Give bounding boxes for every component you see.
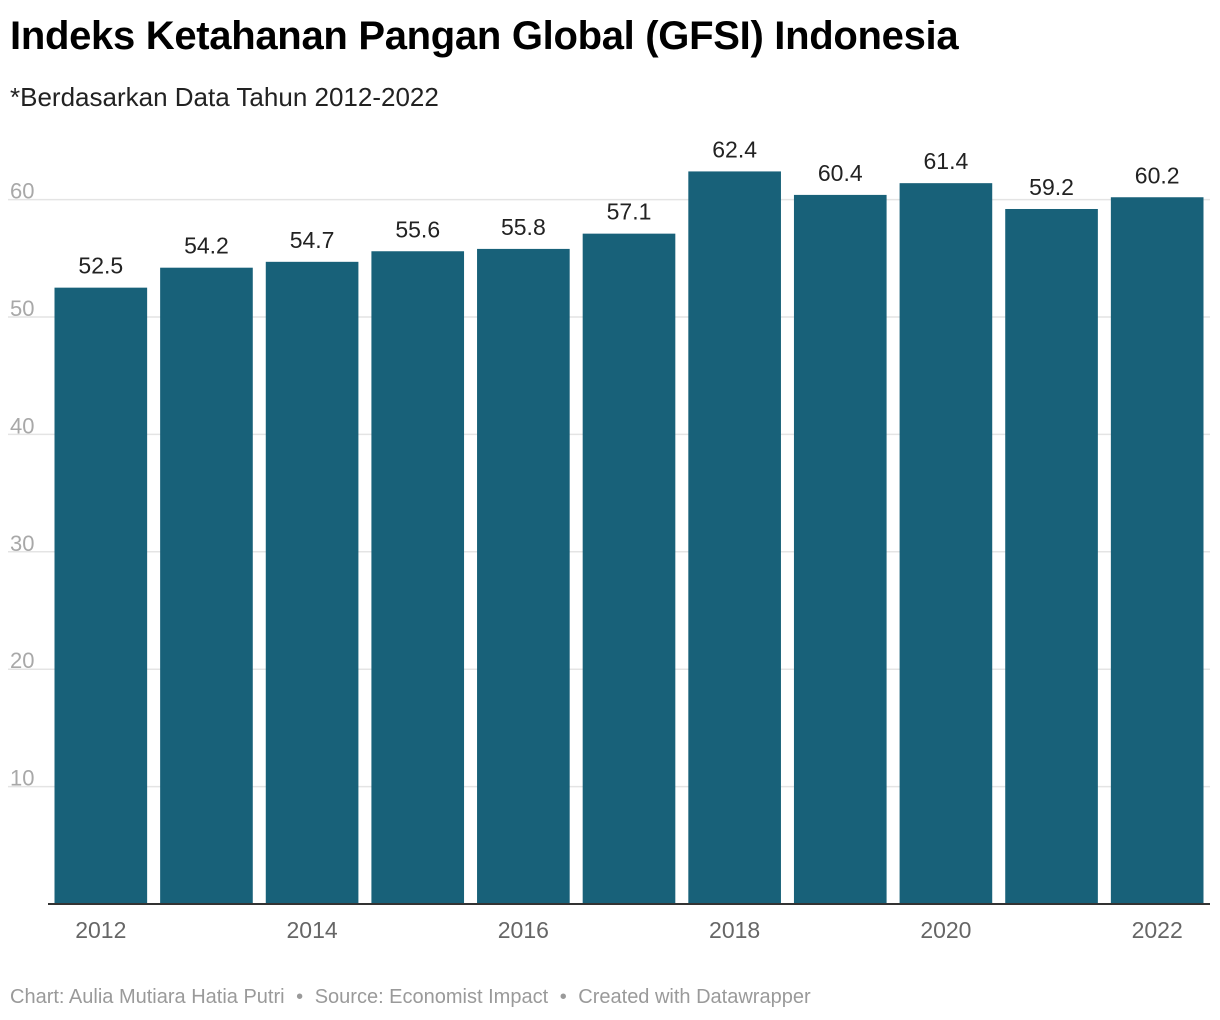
x-tick-label: 2012 bbox=[75, 917, 126, 943]
bar bbox=[1005, 208, 1098, 904]
data-label: 57.1 bbox=[607, 199, 652, 225]
chart-credit: Chart: Aulia Mutiara Hatia Putri bbox=[10, 986, 285, 1008]
data-label: 62.4 bbox=[712, 136, 757, 162]
chart-title: Indeks Ketahanan Pangan Global (GFSI) In… bbox=[10, 14, 959, 58]
bar bbox=[54, 287, 148, 904]
data-label: 60.4 bbox=[818, 160, 863, 186]
bars bbox=[54, 171, 1204, 905]
x-tick-label: 2020 bbox=[920, 917, 971, 943]
data-label: 55.8 bbox=[501, 214, 546, 240]
bar bbox=[793, 194, 887, 905]
bar bbox=[582, 233, 676, 904]
x-tick-label: 2018 bbox=[709, 917, 760, 943]
bar bbox=[160, 267, 253, 904]
bar bbox=[1110, 197, 1204, 904]
data-label: 52.5 bbox=[78, 253, 123, 279]
data-label: 60.2 bbox=[1135, 162, 1180, 188]
y-tick-label: 60 bbox=[10, 179, 34, 204]
bar bbox=[688, 171, 781, 904]
y-tick-label: 30 bbox=[10, 531, 34, 556]
bar bbox=[371, 251, 465, 905]
bar-chart: 52.5 54.2 54.7 55.6 55.8 57.1 62.4 60.4 61.4 59.2… bbox=[8, 136, 1210, 943]
chart-source: Source: Economist Impact bbox=[314, 986, 549, 1008]
data-labels: 52.5 54.2 54.7 55.6 55.8 57.1 62.4 60.4 61.4 59.2… bbox=[78, 136, 1179, 278]
bar bbox=[899, 183, 993, 904]
chart-footer: Chart: Aulia Mutiara Hatia Putri • Sourc… bbox=[10, 984, 811, 1010]
x-tick-label: 2014 bbox=[287, 917, 338, 943]
data-label: 54.2 bbox=[184, 233, 229, 259]
y-tick-label: 20 bbox=[10, 648, 34, 673]
y-tick-label: 10 bbox=[10, 766, 34, 791]
footer-separator: • bbox=[296, 986, 304, 1008]
y-tick-label: 50 bbox=[10, 296, 34, 321]
created-with: Created with Datawrapper bbox=[578, 986, 811, 1008]
data-label: 54.7 bbox=[290, 227, 335, 253]
data-label: 59.2 bbox=[1029, 174, 1074, 200]
footer-separator: • bbox=[559, 986, 567, 1008]
x-tick-label: 2016 bbox=[498, 917, 549, 943]
axes: 10 20 30 40 50 60 2012 2014 2016 2018 2020 2022 bbox=[10, 179, 1210, 943]
bar bbox=[265, 261, 359, 904]
data-label: 55.6 bbox=[395, 216, 440, 242]
chart-subtitle: *Berdasarkan Data Tahun 2012-2022 bbox=[10, 82, 439, 112]
data-label: 61.4 bbox=[924, 148, 969, 174]
y-tick-label: 40 bbox=[10, 413, 34, 438]
x-tick-label: 2022 bbox=[1132, 917, 1183, 943]
bar bbox=[477, 248, 570, 904]
